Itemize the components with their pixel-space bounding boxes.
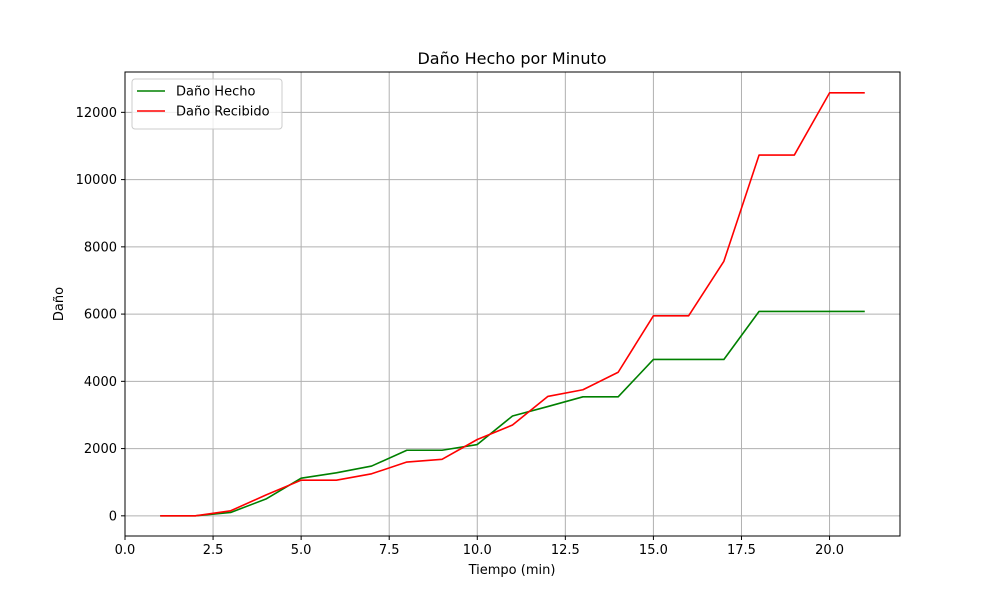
x-tick-label: 7.5 bbox=[379, 543, 400, 558]
x-tick-label: 15.0 bbox=[639, 543, 668, 558]
y-tick-label: 10000 bbox=[76, 173, 117, 188]
y-tick-label: 4000 bbox=[84, 375, 117, 390]
y-tick-label: 2000 bbox=[84, 442, 117, 457]
legend-label: Daño Hecho bbox=[176, 85, 255, 100]
x-tick-label: 0.0 bbox=[115, 543, 136, 558]
x-axis-label: Tiempo (min) bbox=[468, 563, 556, 578]
x-tick-label: 2.5 bbox=[203, 543, 224, 558]
y-axis: 0 2000 4000 6000 8000 10000 12000 bbox=[76, 106, 125, 524]
x-axis: 0.0 2.5 5.0 7.5 10.0 12.5 15.0 17.5 20.0 bbox=[115, 536, 844, 558]
series-layer bbox=[160, 92, 865, 517]
x-tick-label: 10.0 bbox=[463, 543, 492, 558]
series-line-dano-hecho bbox=[160, 310, 865, 517]
x-tick-label: 20.0 bbox=[815, 543, 844, 558]
x-tick-label: 12.5 bbox=[551, 543, 580, 558]
y-tick-label: 6000 bbox=[84, 308, 117, 323]
y-tick-label: 12000 bbox=[76, 106, 117, 121]
series-line-dano-recibido bbox=[160, 92, 865, 517]
grid bbox=[124, 72, 900, 536]
y-tick-label: 8000 bbox=[84, 240, 117, 255]
y-tick-label: 0 bbox=[109, 509, 117, 524]
x-tick-label: 5.0 bbox=[291, 543, 312, 558]
y-axis-label: Daño bbox=[52, 287, 67, 321]
legend-label: Daño Recibido bbox=[176, 105, 270, 120]
chart-title: Daño Hecho por Minuto bbox=[417, 49, 606, 68]
legend-box bbox=[131, 78, 283, 130]
x-tick-label: 17.5 bbox=[727, 543, 756, 558]
plot-area-frame bbox=[124, 71, 901, 537]
legend: Daño Hecho Daño Recibido bbox=[131, 78, 283, 130]
